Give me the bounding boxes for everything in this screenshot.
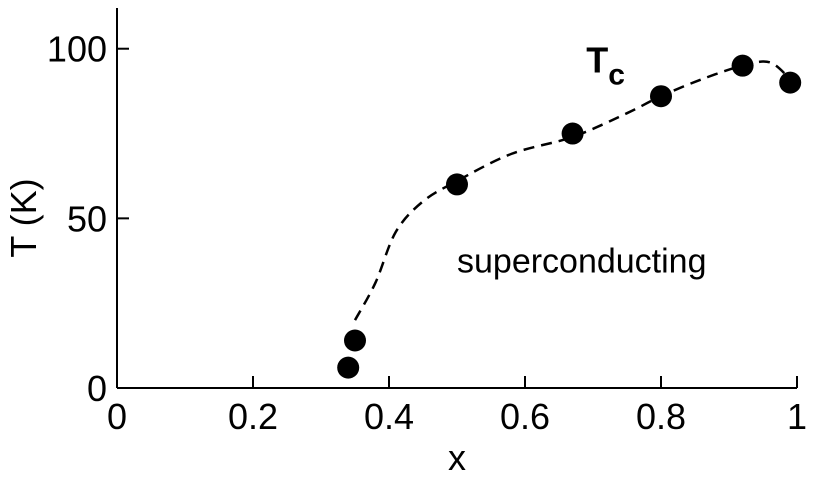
data-point xyxy=(731,54,754,77)
x-axis-label: x xyxy=(448,437,466,478)
tc-label-subscript: c xyxy=(608,58,625,91)
x-tick-label: 0.6 xyxy=(500,396,550,437)
tc-label: Tc xyxy=(586,39,625,91)
trend-line-group xyxy=(353,60,792,321)
y-axis-label: T (K) xyxy=(3,178,44,257)
data-point xyxy=(344,329,366,352)
x-tick-label: 0.4 xyxy=(364,396,414,437)
axes xyxy=(116,8,797,389)
data-point xyxy=(446,173,468,196)
x-tick-label: 0 xyxy=(107,396,127,437)
data-point xyxy=(561,122,584,145)
tc-label-main: T xyxy=(586,39,608,80)
data-point xyxy=(337,356,360,379)
ticks: 0 0.2 0.4 0.6 0.8 1 0 50 100 xyxy=(47,29,807,437)
x-tick-label: 1 xyxy=(787,396,807,437)
annotations: Tc superconducting xyxy=(457,39,707,280)
y-tick-label: 0 xyxy=(87,368,107,409)
superconducting-region-label: superconducting xyxy=(457,243,707,281)
data-points xyxy=(337,54,802,379)
x-tick-label: 0.8 xyxy=(636,396,686,437)
x-tick-label: 0.2 xyxy=(228,396,278,437)
y-tick-label: 50 xyxy=(67,198,107,239)
tc-trend-line xyxy=(353,60,792,321)
y-tick-label: 100 xyxy=(47,29,107,70)
data-point xyxy=(779,71,802,94)
data-point xyxy=(650,85,672,108)
